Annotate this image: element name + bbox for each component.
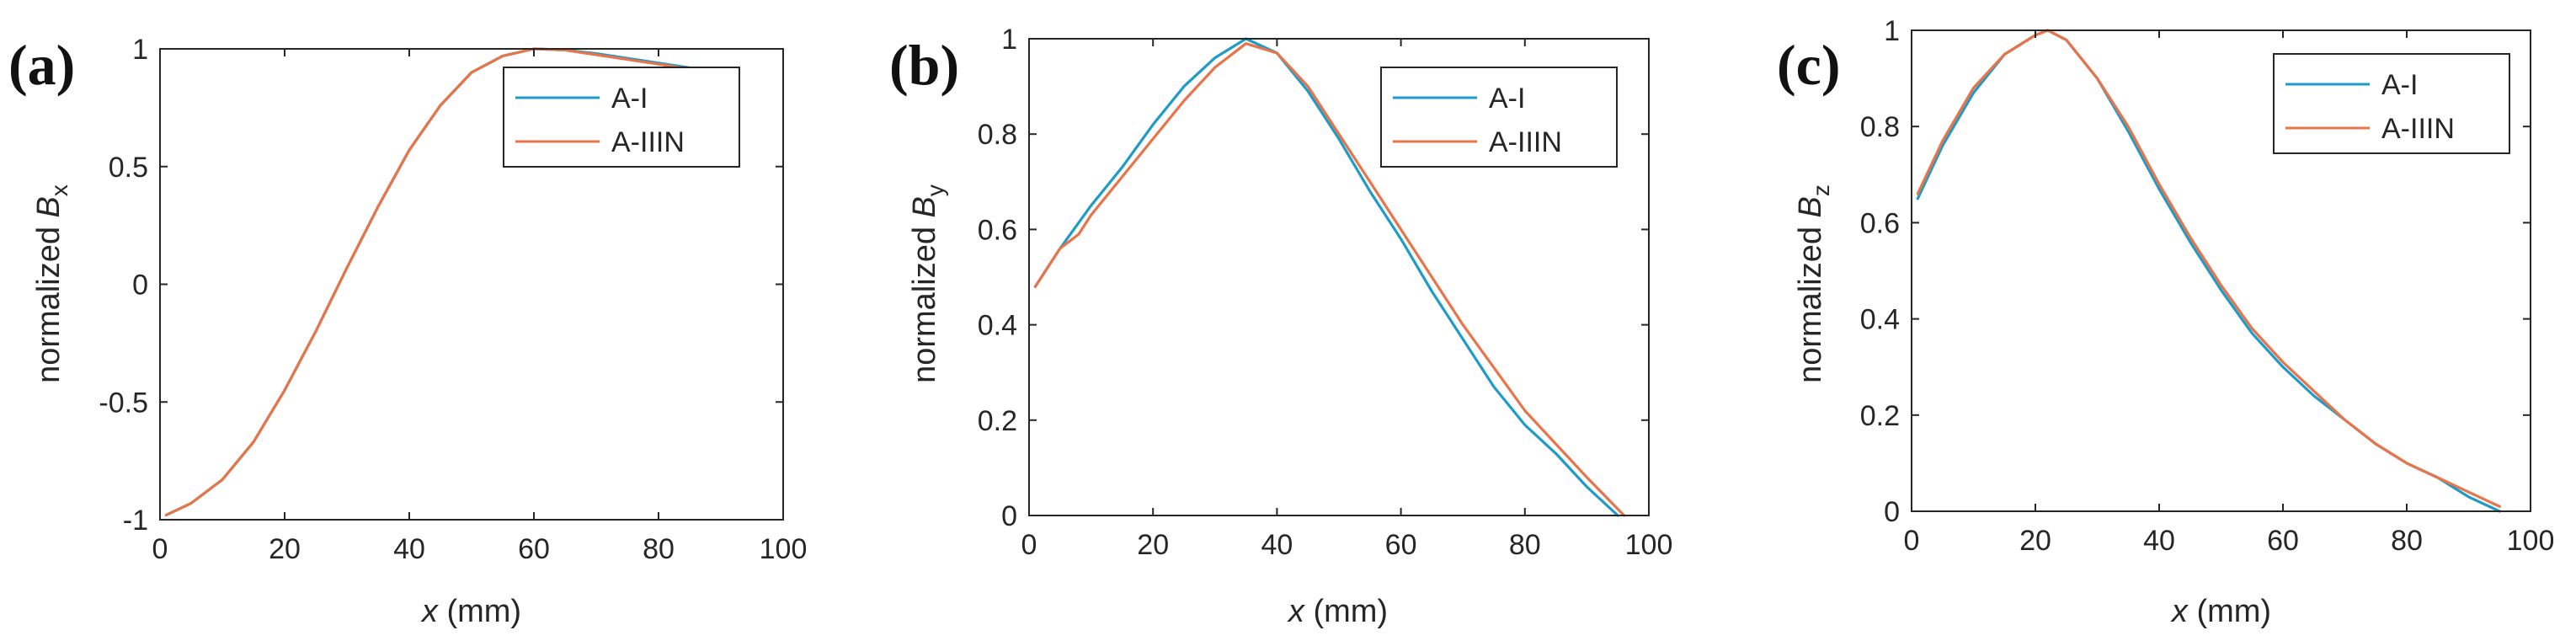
legend-box bbox=[503, 67, 740, 168]
x-tick-label: 0 bbox=[1904, 525, 1920, 557]
legend-box bbox=[1380, 67, 1618, 168]
y-tick-label: 0.2 bbox=[1860, 400, 1900, 432]
plot-area: 0 20 40 60 80 100 -1 -0.5 0 0.5 1 bbox=[99, 34, 807, 565]
y-tick-label: 0.8 bbox=[1860, 111, 1900, 143]
y-tick-label: 0.6 bbox=[1860, 207, 1900, 239]
axes-box bbox=[1028, 38, 1650, 516]
legend: A-I A-IIIN bbox=[1380, 67, 1618, 168]
legend: A-I A-IIIN bbox=[503, 67, 740, 168]
x-tick-label: 60 bbox=[518, 533, 550, 565]
x-tick-label: 0 bbox=[1021, 529, 1037, 561]
legend-label-a-iiin: A-IIIN bbox=[611, 126, 685, 158]
x-tick-label: 20 bbox=[1137, 529, 1169, 561]
x-axis-label: x (mm) bbox=[1287, 594, 1388, 629]
series-line-a-i bbox=[1033, 37, 1619, 517]
y-tick-label: 0.5 bbox=[109, 152, 148, 184]
panel-b: (b) normalized By x (mm) 0 20 40 60 80 100 0 0.… bbox=[889, 24, 1672, 629]
y-tick-label: 0 bbox=[1884, 496, 1900, 528]
x-axis-label: x (mm) bbox=[420, 594, 521, 629]
y-tick-label: 0 bbox=[1001, 500, 1017, 532]
x-tick-label: 40 bbox=[1261, 529, 1293, 561]
x-tick-label: 100 bbox=[1625, 529, 1673, 561]
x-axis-label: x (mm) bbox=[2170, 594, 2271, 629]
legend-label-a-i: A-I bbox=[611, 83, 648, 115]
y-tick-label: 0.8 bbox=[978, 119, 1017, 151]
y-tick-label: 0.2 bbox=[978, 405, 1017, 437]
y-tick-label: -0.5 bbox=[99, 387, 148, 419]
x-tick-label: 60 bbox=[1385, 529, 1417, 561]
x-tick-label: 100 bbox=[2507, 525, 2555, 557]
x-tick-label: 100 bbox=[760, 533, 808, 565]
series-line-a-iiin bbox=[164, 47, 691, 517]
y-tick-label: -1 bbox=[123, 505, 148, 537]
y-tick-label: 1 bbox=[1001, 24, 1017, 56]
x-tick-label: 40 bbox=[393, 533, 425, 565]
panel-label: (b) bbox=[889, 33, 959, 97]
axes-box bbox=[1911, 29, 2531, 512]
x-tick-label: 0 bbox=[152, 533, 168, 565]
y-tick-label: 0 bbox=[132, 270, 148, 302]
panel-label: (c) bbox=[1777, 33, 1840, 97]
panel-c: (c) normalized Bz x (mm) 0 20 40 60 80 100 0 0.… bbox=[1777, 15, 2554, 629]
x-tick-label: 80 bbox=[1509, 529, 1541, 561]
x-tick-label: 40 bbox=[2143, 525, 2175, 557]
legend-box bbox=[2273, 53, 2510, 154]
x-tick-label: 80 bbox=[643, 533, 675, 565]
y-tick-label: 0.4 bbox=[978, 310, 1017, 342]
x-tick-label: 60 bbox=[2267, 525, 2299, 557]
series-line-a-iiin bbox=[1916, 29, 2501, 508]
plot-area: 0 20 40 60 80 100 0 0.2 0.4 0.6 0.8 1 bbox=[1860, 15, 2555, 557]
y-tick-label: 1 bbox=[132, 34, 148, 66]
x-tick-label: 20 bbox=[2019, 525, 2051, 557]
legend-label-a-i: A-I bbox=[2381, 69, 2418, 101]
y-axis-label: normalized Bx bbox=[31, 184, 72, 383]
y-tick-label: 1 bbox=[1884, 15, 1900, 47]
panel-label: (a) bbox=[8, 33, 75, 97]
y-axis-label: normalized By bbox=[907, 184, 948, 383]
legend-label-a-i: A-I bbox=[1489, 83, 1525, 115]
plot-area: 0 20 40 60 80 100 0 0.2 0.4 0.6 0.8 1 bbox=[978, 24, 1673, 561]
series-line-a-iiin bbox=[1033, 42, 1626, 517]
panel-a: (a) normalized Bx x (mm) 0 20 40 60 80 100 -1 -… bbox=[8, 33, 807, 629]
y-tick-label: 0.6 bbox=[978, 214, 1017, 246]
x-tick-label: 20 bbox=[269, 533, 301, 565]
legend: A-I A-IIIN bbox=[2273, 53, 2510, 154]
y-tick-label: 0.4 bbox=[1860, 304, 1900, 336]
x-tick-label: 80 bbox=[2391, 525, 2423, 557]
y-axis-label: normalized Bz bbox=[1793, 184, 1834, 383]
legend-label-a-iiin: A-IIIN bbox=[2381, 113, 2455, 145]
legend-label-a-iiin: A-IIIN bbox=[1489, 126, 1562, 158]
